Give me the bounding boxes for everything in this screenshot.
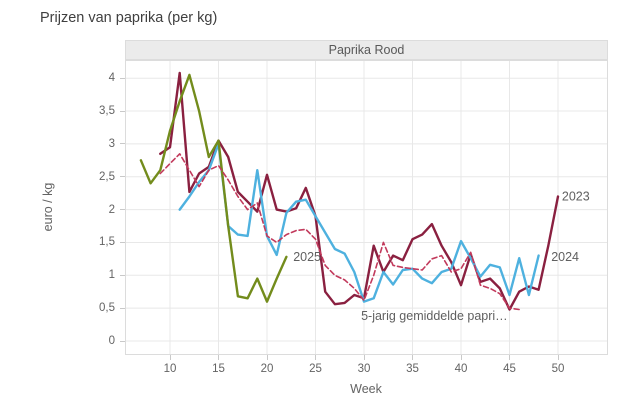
x-tick-label: 50	[551, 363, 565, 375]
y-tick-mark	[120, 77, 125, 79]
x-tick-label: 35	[406, 363, 419, 375]
series-line-2024	[178, 142, 540, 303]
x-tick-label: 20	[260, 363, 274, 375]
series-label-2024: 2024	[551, 250, 579, 264]
y-tick-mark	[120, 143, 125, 145]
y-tick-mark	[120, 241, 125, 243]
series-line-2023	[159, 71, 560, 311]
y-tick-mark	[120, 274, 125, 276]
page-title: Prijzen van paprika (per kg)	[40, 10, 218, 26]
y-tick-label: 0	[108, 335, 115, 347]
x-tick-mark	[460, 355, 462, 360]
x-tick-label: 15	[212, 363, 225, 375]
series-label-5-jarig-gemiddelde-paprika: 5-jarig gemiddelde papri…	[361, 309, 508, 323]
x-tick-mark	[363, 355, 365, 360]
y-tick-mark	[120, 209, 125, 211]
y-tick-mark	[120, 307, 125, 309]
panel-border	[125, 60, 608, 355]
x-tick-label: 45	[503, 363, 516, 375]
series-line-5-jarig-gemiddelde-paprika	[159, 153, 521, 311]
x-tick-mark	[557, 355, 559, 360]
x-tick-mark	[266, 355, 268, 360]
x-tick-label: 10	[163, 363, 177, 375]
y-tick-label: 4	[108, 72, 115, 85]
series-label-2025: 2025	[293, 250, 321, 264]
y-axis-title: euro / kg	[41, 182, 55, 232]
x-tick-label: 30	[357, 363, 371, 375]
x-axis-title: Week	[350, 382, 382, 396]
x-tick-mark	[218, 355, 219, 360]
x-tick-mark	[412, 355, 413, 360]
x-tick-mark	[315, 355, 316, 360]
series-label-2023: 2023	[562, 189, 590, 203]
plot-area[interactable]: 2023 2024 2025 5-jarig gemiddelde papri…	[125, 60, 608, 355]
y-tick-mark	[120, 340, 125, 342]
y-tick-label: 1	[108, 269, 115, 282]
y-tick-label: 2,5	[99, 170, 115, 183]
y-tick-mark	[120, 176, 125, 178]
x-tick-mark	[169, 355, 171, 360]
y-tick-mark	[120, 110, 125, 112]
y-tick-label: 0,5	[99, 302, 115, 315]
y-tick-label: 2	[108, 203, 115, 216]
series-line-2025	[139, 73, 288, 303]
x-tick-label: 40	[454, 363, 468, 375]
y-tick-label: 1,5	[99, 236, 115, 249]
y-tick-label: 3	[108, 137, 115, 150]
x-tick-label: 25	[309, 363, 322, 375]
x-tick-mark	[509, 355, 510, 360]
panel-header: Paprika Rood	[125, 40, 608, 60]
panel-title-label: Paprika Rood	[328, 43, 405, 57]
line-chart-canvas[interactable]: 2023 2024 2025 5-jarig gemiddelde papri…	[125, 60, 608, 355]
y-tick-label: 3,5	[99, 105, 115, 118]
